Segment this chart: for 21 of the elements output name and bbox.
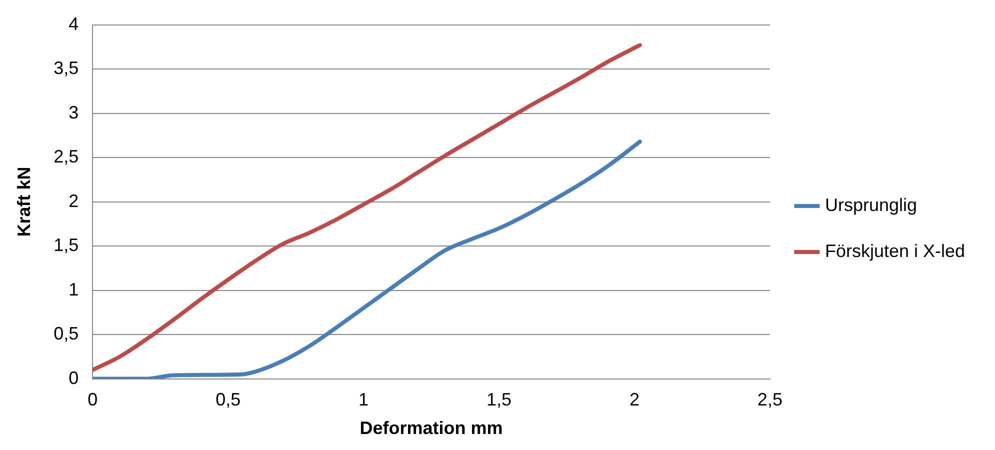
legend-label: Förskjuten i X-led: [824, 240, 966, 261]
y-tick-label: 2,5: [54, 146, 79, 167]
x-tick-label: 0,5: [216, 390, 241, 410]
y-tick-label: 4: [68, 14, 79, 34]
x-tick-label: 2,5: [757, 390, 782, 410]
y-tick-label: 2: [68, 190, 79, 211]
x-axis-title: Deformation mm: [360, 418, 503, 438]
y-tick-label: 1,5: [54, 235, 79, 256]
x-tick-label: 0: [88, 390, 98, 410]
x-tick-label: 1: [358, 390, 369, 410]
y-tick-label: 3: [68, 102, 79, 122]
y-tick-label: 0,5: [54, 324, 79, 344]
line-series: [92, 140, 642, 379]
y-tick-label: 1: [68, 279, 79, 300]
legend-label: Ursprunglig: [824, 194, 917, 215]
x-tick-label: 1,5: [486, 390, 512, 410]
y-tick-label: 3,5: [54, 58, 79, 78]
y-tick-label: 0: [68, 368, 79, 388]
line-series: [92, 43, 642, 372]
y-axis-title: Kraft kN: [14, 166, 34, 237]
x-tick-label: 2: [629, 390, 640, 410]
